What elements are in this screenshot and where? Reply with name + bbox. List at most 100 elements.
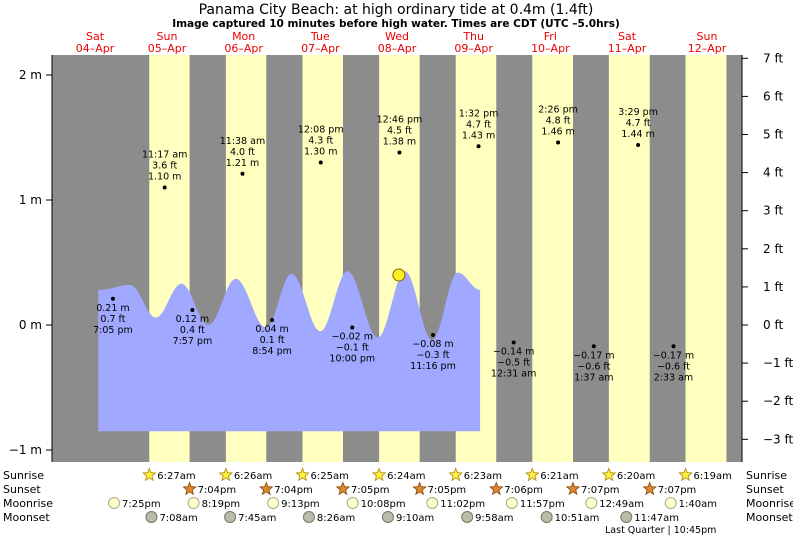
high-tide-label: 4.7 ft [466, 119, 491, 130]
sunrise-icon [142, 467, 157, 482]
moonset-row-label-left: Moonset [3, 511, 50, 524]
low-tide-label: 0.4 ft [180, 325, 205, 336]
day-name-label: Sat [618, 30, 637, 43]
low-tide-point [511, 340, 516, 345]
day-name-label: Sun [157, 30, 178, 43]
high-tide-label: 1:32 pm [459, 108, 499, 119]
left-axis-label: 2 m [19, 68, 42, 82]
left-axis-label: 0 m [19, 318, 42, 332]
sunset-icon [489, 481, 504, 496]
sunrise-time: 6:21am [540, 471, 578, 482]
day-date-label: 07–Apr [301, 42, 340, 55]
high-tide-label: 1.30 m [304, 147, 337, 158]
moonrise-row-label-right: Moonrise [746, 497, 793, 510]
day-name-label: Sat [86, 30, 105, 43]
sunset-time: 7:05pm [428, 485, 467, 496]
low-tide-label: −0.3 ft [417, 350, 450, 361]
high-tide-label: 3.6 ft [152, 161, 177, 172]
low-tide-label: 0.04 m [255, 324, 288, 335]
moonset-icon [540, 511, 553, 523]
moonrise-time: 11:02pm [440, 499, 485, 510]
daylight-band [685, 55, 727, 462]
moonrise-icon [664, 497, 677, 509]
moonrise-icon [267, 497, 280, 509]
tide-extremes: 11:17 am3.6 ft1.10 m 11:38 am4.0 ft1.21 m… [93, 105, 694, 384]
low-tide-point [270, 318, 275, 322]
sunrise-icon [218, 467, 234, 482]
high-tide-label: 4.8 ft [546, 116, 571, 127]
moonrise-time: 12:49am [599, 499, 644, 510]
moonset-time: 9:10am [396, 513, 434, 524]
low-tide-label: −0.02 m [332, 332, 373, 343]
low-tide-label: 1:37 am [574, 372, 613, 383]
left-axis-label: 1 m [19, 193, 42, 207]
low-tide-label: 7:05 pm [93, 325, 133, 336]
high-tide-point [397, 150, 402, 155]
moonrise-icon [426, 497, 439, 509]
right-axis-label: 7 ft [763, 51, 783, 65]
low-tide-label: 7:57 pm [173, 336, 213, 347]
day-name-label: Wed [385, 30, 409, 43]
sunrise-time: 6:20am [617, 471, 655, 482]
moonrise-time: 11:57pm [520, 499, 565, 510]
high-tide-label: 12:46 pm [377, 115, 423, 126]
sunset-icon [182, 481, 197, 496]
left-axis-label: −1 m [9, 443, 42, 457]
sunset-time: 7:06pm [504, 485, 543, 496]
moonrise-time: 8:19pm [202, 499, 241, 510]
high-tide-label: 12:08 pm [298, 125, 344, 136]
right-axis-label: 4 ft [763, 166, 783, 180]
high-tide-label: 1.10 m [148, 172, 181, 183]
moonset-icon [145, 511, 158, 523]
moonset-icon [302, 511, 315, 523]
high-tide-point [240, 171, 245, 176]
moonrise-time: 9:13pm [281, 499, 320, 510]
day-date-label: 06–Apr [224, 42, 263, 55]
sunset-time: 7:04pm [274, 485, 313, 496]
sunset-time: 7:05pm [351, 485, 390, 496]
low-tide-label: −0.6 ft [657, 361, 690, 372]
sunset-time: 7:07pm [581, 485, 620, 496]
high-tide-label: 1.44 m [621, 129, 654, 140]
sunset-time: 7:07pm [658, 485, 697, 496]
sunset-icon [259, 481, 274, 496]
moonrise-time: 10:08pm [361, 499, 406, 510]
sunset-time: 7:04pm [198, 485, 237, 496]
right-axis-label: 0 ft [763, 318, 783, 332]
high-tide-label: 1.46 m [541, 127, 574, 138]
daylight-band [608, 55, 650, 462]
axes: −1 m 0 m 1 m 2 m −3 ft −2 ft −1 ft 0 ft 1 ft 2 ft… [9, 51, 793, 462]
high-tide-point [318, 160, 323, 165]
moon-phase-note: Last Quarter | 10:45pm [605, 525, 716, 536]
day-date-label: 12–Apr [688, 42, 727, 55]
high-tide-point [162, 185, 167, 190]
moonset-icon [224, 511, 237, 523]
right-axis-label: −2 ft [763, 394, 793, 408]
moonset-icon [381, 511, 394, 523]
low-tide-point [190, 308, 195, 312]
sunrise-time: 6:27am [157, 471, 195, 482]
low-tide-label: 0.12 m [176, 314, 209, 325]
day-name-label: Mon [232, 30, 255, 43]
low-tide-point [671, 344, 676, 349]
high-tide-label: 3:29 pm [618, 107, 658, 118]
moonrise-icon [187, 497, 200, 509]
sunset-icon [335, 481, 351, 496]
moonrise-icon [346, 497, 359, 509]
high-tide-label: 4.0 ft [230, 147, 255, 158]
moonrise-time: 1:40am [679, 499, 717, 510]
day-date-label: 09–Apr [454, 42, 493, 55]
day-date-label: 10–Apr [531, 42, 570, 55]
day-name-label: Tue [310, 30, 330, 43]
low-tide-label: 0.1 ft [260, 335, 285, 346]
low-tide-label: 11:16 pm [410, 361, 456, 372]
sunrise-time: 6:19am [694, 471, 732, 482]
sunrise-time: 6:23am [464, 471, 502, 482]
sunset-icon [565, 481, 581, 496]
high-tide-point [476, 144, 481, 149]
low-tide-point [350, 325, 355, 330]
sunset-row-label-left: Sunset [3, 483, 41, 496]
sunset-icon [642, 481, 657, 496]
